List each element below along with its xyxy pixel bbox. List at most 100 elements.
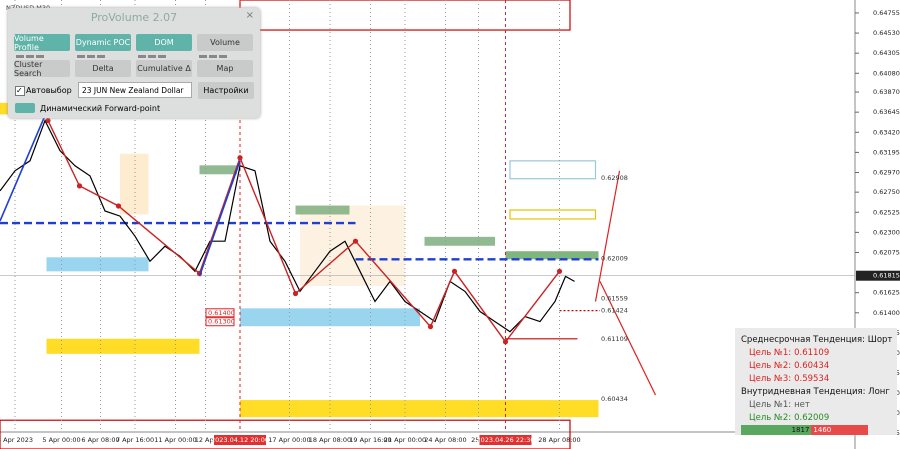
- target-name: Цель №1:: [749, 348, 792, 358]
- vertex-marker: [292, 290, 299, 297]
- price-line: [599, 281, 657, 396]
- panel-button[interactable]: DOM: [136, 34, 192, 51]
- zone: [240, 400, 599, 418]
- panel-button[interactable]: Map: [197, 55, 253, 77]
- level-label: 0.60434: [601, 395, 628, 403]
- x-tick-label: 28 Apr 08:00: [538, 436, 580, 444]
- price-line: [594, 170, 621, 302]
- zone: [46, 338, 200, 354]
- x-tick-label: 12 Apr: [195, 436, 217, 444]
- level-label: 0.61424: [601, 307, 628, 315]
- zone: [0, 102, 12, 115]
- zone: [46, 257, 149, 272]
- zone: [300, 205, 405, 286]
- level-label: 0.62908: [601, 174, 628, 182]
- price-line: [0, 115, 46, 222]
- y-tick-label: 0.64305: [873, 49, 900, 57]
- vertex-marker: [76, 183, 83, 189]
- level-label-box: [205, 317, 235, 327]
- x-tick-label: 11 Apr 00:00: [154, 436, 196, 444]
- panel-button[interactable]: Volume: [197, 34, 253, 51]
- button-tab: [77, 55, 85, 58]
- vertex-marker: [427, 324, 434, 330]
- y-tick-label: 0.63645: [873, 108, 900, 116]
- close-button[interactable]: ×: [245, 10, 254, 21]
- settings-button[interactable]: Настройки: [198, 82, 254, 99]
- x-tick-label: 25 A: [471, 436, 486, 444]
- target-name: Цель №2:: [749, 361, 792, 371]
- forward-point-label: Динамический Forward-point: [40, 104, 161, 113]
- target-row: Цель №2: 0.60434: [749, 361, 829, 371]
- vertex-marker: [451, 268, 458, 274]
- y-tick-label: 0.62525: [873, 208, 900, 216]
- y-tick-label: 0.62300: [873, 228, 900, 236]
- y-tick-label: 0.64530: [873, 29, 900, 37]
- zone: [240, 308, 420, 327]
- instrument-select[interactable]: 23 JUN New Zealand Dollar: [78, 82, 192, 98]
- time-marker-bg: [479, 435, 532, 445]
- button-tab: [199, 55, 207, 58]
- panel-button[interactable]: Volume Profile: [14, 34, 70, 52]
- x-tick-label: 21 Apr 00:00: [384, 436, 426, 444]
- x-tick-label: 18 Apr 08:00: [309, 436, 351, 444]
- y-tick-label: 0.63870: [873, 88, 900, 96]
- level-label: 0.61400: [208, 309, 235, 317]
- current-price-tag: [856, 270, 900, 281]
- zone: [509, 160, 597, 180]
- sell-bar: 1460: [811, 425, 868, 435]
- y-tick-label: 0.63195: [873, 148, 900, 156]
- x-tick-label: 3 Apr 2023: [0, 436, 33, 444]
- target-name: Цель №1:: [749, 400, 792, 410]
- level-label: 0.61559: [601, 295, 628, 303]
- y-tick-label: 0.61625: [873, 289, 900, 297]
- auto-select-label: Автовыбор: [26, 86, 72, 95]
- target-value: 0.59534: [794, 374, 830, 384]
- provolume-panel: ProVolume 2.07 × Volume Profile Dynamic P…: [8, 8, 260, 118]
- panel-button[interactable]: Cluster Search: [14, 55, 70, 78]
- checkbox[interactable]: ✓: [15, 86, 25, 96]
- x-tick-label: 5 Apr 00:00: [42, 436, 80, 444]
- vertex-marker: [237, 155, 243, 161]
- y-tick-label: 0.63420: [873, 128, 900, 136]
- zone: [505, 251, 599, 260]
- y-tick-label: 0.64080: [873, 69, 900, 77]
- x-tick-label: 6 Apr 08:00: [81, 436, 119, 444]
- y-tick-label: 0.64755: [873, 9, 900, 17]
- zone: [120, 153, 149, 215]
- level-label: 0.61300: [208, 318, 235, 326]
- button-tab: [16, 55, 24, 58]
- panel-button[interactable]: Delta: [75, 55, 131, 77]
- target-name: Цель №2:: [749, 413, 792, 423]
- time-marker-bg: [214, 435, 266, 445]
- vertex-marker: [556, 268, 563, 274]
- info-text: Внутридневная Тенденция: Лонг: [741, 387, 890, 397]
- current-price-label: 0.61815: [873, 272, 900, 280]
- target-row: Цель №1: 0.61109: [749, 348, 829, 358]
- toggle[interactable]: [15, 103, 35, 113]
- level-label: 0.61109: [601, 335, 628, 343]
- buy-bar: 1817: [741, 425, 812, 435]
- x-tick-label: 19 Apr 16:00: [349, 436, 391, 444]
- panel-button[interactable]: Cumulative Δ: [136, 55, 192, 77]
- zone: [199, 165, 237, 175]
- volume-balance: 1817 1460: [741, 425, 868, 435]
- target-row: Цель №3: 0.59534: [749, 374, 829, 384]
- zone: [0, 419, 571, 449]
- info-box: Среднесрочная Тенденция: Шорт Цель №1: 0.6…: [735, 328, 897, 435]
- level-label: 0.62009: [601, 254, 628, 262]
- target-row: Цель №2: 0.62009: [749, 413, 829, 423]
- x-tick-label: 7 Apr 16:00: [116, 436, 154, 444]
- vertex-marker: [115, 203, 122, 209]
- target-name: Цель №3:: [749, 374, 792, 384]
- level-label-box: [205, 308, 235, 318]
- vertex-marker: [502, 339, 509, 345]
- target-row: Цель №1: нет: [749, 400, 810, 410]
- panel-title: ProVolume 2.07: [90, 11, 178, 24]
- y-tick-label: 0.62750: [873, 188, 900, 196]
- info-text: Среднесрочная Тенденция: Шорт: [741, 335, 893, 345]
- panel-button[interactable]: Dynamic POC: [75, 34, 131, 51]
- target-value: 0.62009: [794, 413, 830, 423]
- x-tick-label: 24 Apr 08:00: [424, 436, 466, 444]
- y-tick-label: 0.61400: [873, 309, 900, 317]
